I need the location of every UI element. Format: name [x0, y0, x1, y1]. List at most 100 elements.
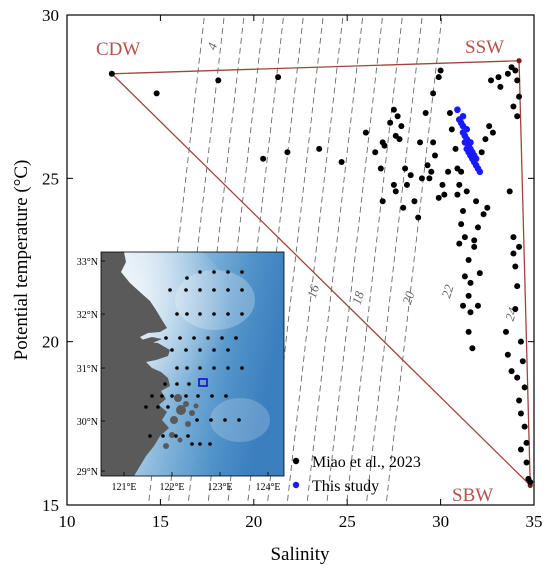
point-miao-26 [400, 204, 407, 211]
point-miao-90 [516, 243, 523, 250]
map-station-31 [212, 366, 216, 370]
inset-map-chongming-island [134, 337, 162, 346]
map-station-47 [195, 418, 199, 422]
point-miao-27 [417, 139, 424, 146]
point-miao-70 [458, 168, 465, 175]
point-miao-53 [465, 292, 472, 299]
map-lat-label-2: 31°N [77, 364, 98, 375]
map-station-53 [174, 434, 178, 438]
point-miao-89 [514, 283, 521, 290]
point-miao-101 [523, 459, 530, 466]
map-station-56 [198, 442, 202, 446]
map-station-42 [210, 394, 214, 398]
y-tick-label-15: 15 [42, 496, 59, 515]
point-miao-34 [435, 194, 442, 201]
map-station-20 [206, 336, 210, 340]
inset-map-land [101, 252, 170, 476]
map-station-21 [220, 336, 224, 340]
map-lon-label-0: 121°E [111, 482, 136, 493]
inset-map-stations [144, 270, 244, 446]
point-miao-21 [392, 188, 399, 195]
point-miao-19 [396, 136, 403, 143]
y-tick-label-20: 20 [42, 333, 59, 352]
inset-map-study-area-box [198, 378, 208, 387]
map-lat-label-3: 32°N [77, 310, 98, 321]
point-miao-72 [456, 240, 463, 247]
point-miao-83 [510, 103, 517, 110]
map-station-50 [237, 418, 241, 422]
map-station-25 [198, 348, 202, 352]
isopycnal-line-16 [286, 15, 344, 505]
point-miao-28 [415, 214, 422, 221]
map-station-1 [212, 270, 216, 274]
inset-map: 121°E 122°E 123°E 124°E 29°N 30°N 31°N 32°N 33°N [77, 251, 285, 493]
point-miao-11 [377, 165, 384, 172]
y-axis-title: Potential temperature (°C) [11, 160, 32, 361]
x-tick-label-15: 15 [152, 512, 169, 531]
map-station-35 [175, 382, 179, 386]
point-this-study-17 [472, 155, 480, 163]
point-this-study-23 [467, 139, 474, 146]
legend-label-this-study: This study [312, 478, 379, 495]
map-station-2 [226, 270, 230, 274]
inset-map-ticks: 121°E 122°E 123°E 124°E 29°N 30°N 31°N 32°N 33°N [77, 257, 281, 493]
map-station-24 [184, 348, 188, 352]
point-miao-40 [437, 67, 444, 74]
point-miao-73 [471, 237, 478, 244]
point-miao-105 [517, 410, 524, 417]
point-miao-31 [428, 168, 435, 175]
map-station-22 [234, 336, 238, 340]
isopycnal-line-14 [266, 15, 324, 505]
map-station-38 [160, 394, 164, 398]
point-miao-43 [446, 110, 453, 116]
point-miao-22 [402, 165, 409, 172]
map-station-36 [187, 382, 191, 386]
point-miao-59 [476, 270, 483, 277]
map-station-32 [226, 366, 230, 370]
point-miao-102 [517, 446, 524, 453]
map-station-55 [190, 442, 194, 446]
point-miao-104 [527, 479, 534, 486]
map-station-23 [170, 348, 174, 352]
point-miao-60 [474, 302, 481, 309]
map-station-37 [150, 394, 154, 398]
point-miao-74 [467, 279, 474, 286]
point-miao-106 [521, 384, 528, 391]
isopycnal-line-22 [345, 15, 403, 505]
point-miao-9 [362, 129, 369, 136]
point-miao-75 [488, 77, 495, 84]
vertex-label-sbw: SBW [452, 485, 493, 506]
isopycnal-line-24 [365, 15, 423, 505]
point-miao-95 [514, 374, 521, 381]
scatter-points [108, 64, 534, 486]
map-station-5 [168, 288, 172, 292]
map-station-57 [208, 442, 212, 446]
point-miao-36 [441, 191, 448, 198]
point-miao-57 [460, 302, 467, 309]
point-miao-63 [482, 136, 489, 143]
point-miao-48 [460, 208, 467, 214]
point-miao-6 [316, 145, 323, 152]
point-miao-67 [473, 198, 480, 205]
x-tick-label-35: 35 [526, 512, 543, 531]
point-miao-20 [390, 181, 397, 188]
point-miao-58 [471, 243, 478, 250]
map-station-16 [240, 312, 244, 316]
x-axis-title: Salinity [270, 544, 330, 565]
map-station-41 [196, 394, 200, 398]
isopycnal-label-4: 4 [204, 40, 220, 51]
map-station-14 [212, 312, 216, 316]
point-miao-51 [465, 257, 472, 263]
map-lat-label-0: 29°N [77, 467, 98, 478]
map-station-52 [161, 434, 165, 438]
isopycnal-label-20: 20 [399, 289, 417, 306]
point-miao-7 [338, 159, 345, 165]
point-miao-0 [108, 70, 115, 77]
map-station-10 [240, 288, 244, 292]
point-miao-69 [454, 191, 461, 198]
y-tick-label-30: 30 [42, 6, 59, 25]
map-station-17 [164, 336, 168, 340]
point-miao-88 [512, 263, 519, 270]
